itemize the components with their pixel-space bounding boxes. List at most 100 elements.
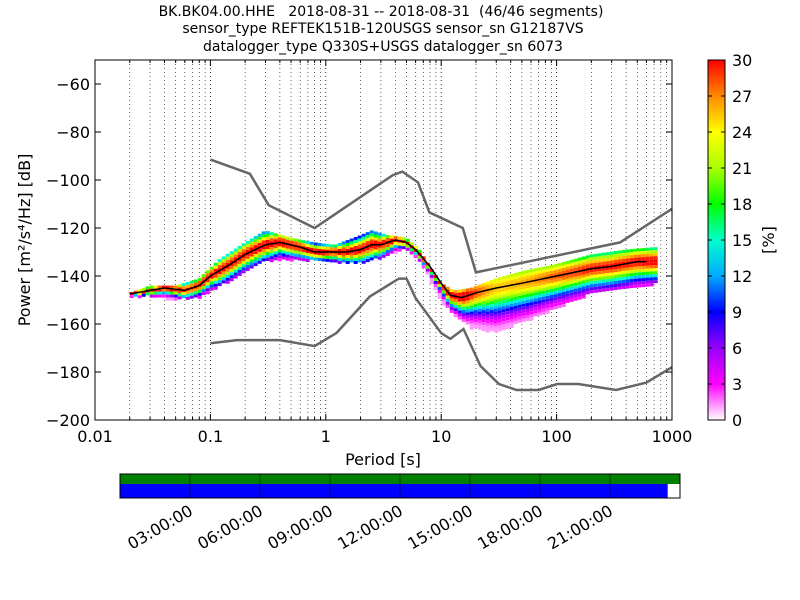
heatmap-cell (621, 282, 626, 286)
heatmap-cell (505, 287, 510, 291)
heatmap-cell (541, 290, 546, 294)
heatmap-cell (593, 256, 598, 260)
heatmap-cell (533, 289, 538, 293)
heatmap-cell (617, 253, 622, 257)
heatmap-cell (641, 263, 646, 267)
heatmap-cell (617, 256, 622, 260)
heatmap-cell (569, 268, 574, 272)
heatmap-cell (497, 310, 502, 314)
heatmap-cell (269, 235, 274, 239)
heatmap-cell (261, 252, 266, 256)
heatmap-cell (237, 269, 242, 273)
heatmap-cell (525, 279, 530, 282)
heatmap-cell (481, 292, 486, 296)
heatmap-cell (337, 243, 342, 246)
heatmap-cell (313, 248, 318, 252)
heatmap-cell (337, 246, 342, 249)
heatmap-cell (237, 251, 242, 255)
heatmap-cell (597, 262, 602, 266)
heatmap-cell (265, 231, 270, 234)
heatmap-cell (481, 322, 486, 326)
heatmap-cell (269, 259, 274, 263)
heatmap-cell (365, 247, 370, 251)
heatmap-cell (645, 259, 650, 263)
heatmap-cell (529, 275, 534, 279)
heatmap-cell (537, 288, 542, 292)
heatmap-cell (549, 298, 554, 301)
heatmap-cell (357, 250, 362, 254)
heatmap-cell (361, 254, 366, 258)
heatmap-cell (161, 291, 166, 295)
heatmap-cell (549, 286, 554, 289)
heatmap-cell (349, 247, 354, 251)
heatmap-cell (273, 248, 278, 252)
heatmap-cell (605, 273, 610, 277)
heatmap-cell (509, 316, 514, 319)
heatmap-cell (577, 266, 582, 270)
heatmap-cell (265, 234, 270, 237)
heatmap-cell (621, 267, 626, 271)
heatmap-cell (381, 233, 386, 237)
heatmap-cell (545, 292, 550, 296)
heatmap-cell (465, 321, 470, 325)
heatmap-cell (577, 272, 582, 276)
heatmap-cell (545, 304, 550, 308)
heatmap-cell (525, 276, 530, 279)
heatmap-cell (373, 237, 378, 241)
heatmap-cell (173, 294, 178, 298)
heatmap-cell (505, 326, 510, 330)
heatmap-cell (489, 319, 494, 323)
heatmap-cell (201, 292, 206, 296)
heatmap-cell (289, 255, 294, 259)
heatmap-cell (185, 296, 190, 300)
heatmap-cell (489, 280, 494, 284)
heatmap-cell (609, 278, 614, 282)
heatmap-cell (597, 259, 602, 263)
heatmap-cell (241, 258, 246, 262)
x-tick-label: 100 (541, 427, 572, 446)
heatmap-cell (653, 265, 658, 269)
heatmap-cell (597, 289, 602, 293)
heatmap-cell (625, 282, 630, 286)
heatmap-cell (581, 262, 586, 266)
heatmap-cell (413, 246, 418, 250)
heatmap-cell (513, 281, 518, 285)
heatmap-cell (517, 295, 522, 299)
y-tick-label: −80 (56, 123, 90, 142)
heatmap-cell (445, 298, 450, 302)
heatmap-cell (433, 284, 438, 287)
heatmap-cell (177, 290, 182, 294)
heatmap-cell (297, 257, 302, 261)
heatmap-cell (289, 249, 294, 253)
heatmap-cell (489, 295, 494, 299)
heatmap-cell (397, 242, 402, 246)
heatmap-cell (221, 274, 226, 278)
heatmap-cell (177, 293, 182, 297)
heatmap-cell (461, 313, 466, 316)
heatmap-cell (157, 291, 162, 295)
heatmap-cell (593, 271, 598, 275)
heatmap-cell (465, 303, 470, 307)
heatmap-cell (353, 237, 358, 240)
heatmap-cell (529, 314, 534, 318)
heatmap-cell (541, 281, 546, 285)
heatmap-cell (269, 253, 274, 257)
heatmap-cell (369, 239, 374, 243)
heatmap-cell (217, 268, 222, 272)
heatmap-cell (497, 307, 502, 311)
heatmap-cell (421, 262, 426, 266)
heatmap-cell (213, 265, 218, 269)
heatmap-cell (169, 288, 174, 292)
heatmap-cell (365, 250, 370, 254)
heatmap-cell (641, 254, 646, 258)
heatmap-cell (389, 250, 394, 254)
heatmap-cell (385, 250, 390, 253)
heatmap-cell (441, 293, 446, 297)
heatmap-cell (333, 253, 338, 257)
heatmap-cell (473, 325, 478, 329)
heatmap-cell (637, 257, 642, 261)
ppsd-mode (129, 239, 647, 299)
heatmap-cell (241, 255, 246, 259)
heatmap-cell (261, 246, 266, 250)
heatmap-cell (457, 304, 462, 308)
